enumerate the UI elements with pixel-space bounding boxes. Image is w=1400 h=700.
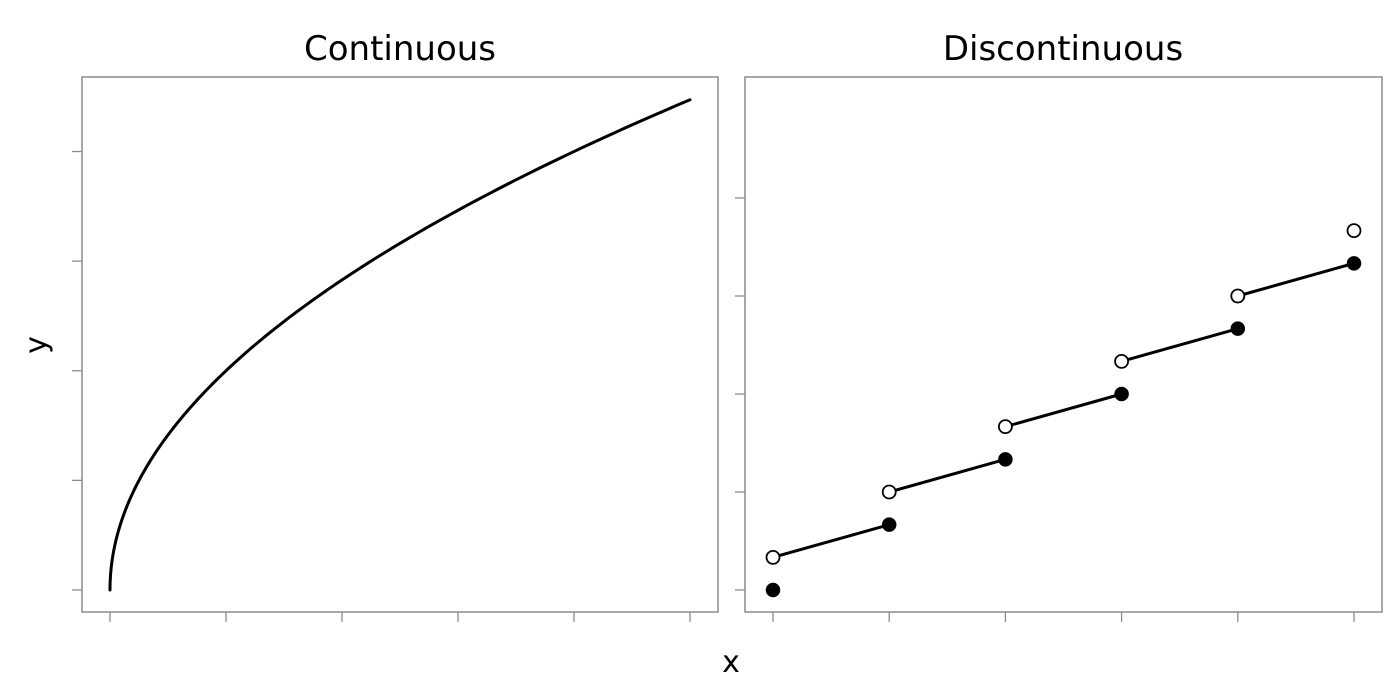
open-point: [881, 484, 897, 500]
closed-point: [998, 452, 1013, 467]
open-point: [998, 419, 1013, 435]
open-point: [1346, 223, 1362, 239]
continuous-plot-frame: [81, 76, 719, 613]
closed-point: [1114, 386, 1129, 402]
continuous-panel-title: Continuous: [304, 29, 496, 69]
discontinuous-ticks: [735, 197, 1355, 622]
open-point: [1230, 288, 1246, 304]
open-point: [1114, 353, 1129, 369]
continuous-panel: Continuous: [72, 29, 719, 622]
step-segment: [887, 457, 1007, 494]
step-segment: [1236, 261, 1356, 298]
continuous-marks: [108, 98, 692, 592]
y-axis-label: y: [19, 336, 54, 354]
sqrt-curve-line: [108, 98, 692, 592]
discontinuous-panel-title: Discontinuous: [943, 29, 1183, 69]
x-axis-label: x: [722, 645, 740, 680]
discontinuous-panel: Discontinuous: [735, 29, 1383, 622]
discontinuous-plot-frame: [744, 76, 1383, 613]
step-segment: [1120, 327, 1240, 363]
closed-point: [881, 517, 897, 532]
closed-point: [765, 582, 781, 598]
closed-point: [1230, 321, 1246, 336]
continuous-ticks: [72, 150, 691, 622]
discontinuous-marks: [765, 223, 1362, 598]
step-segment: [1003, 392, 1124, 429]
step-segment: [771, 523, 891, 559]
closed-point: [1346, 256, 1362, 271]
open-point: [765, 549, 781, 565]
